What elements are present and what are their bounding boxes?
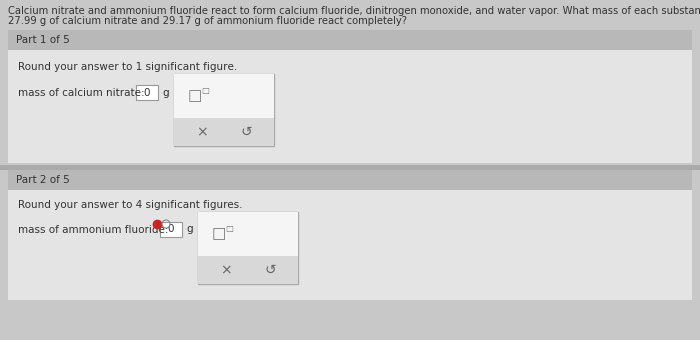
Text: 0: 0 [144,87,150,98]
Text: Round your answer to 1 significant figurе.: Round your answer to 1 significant figur… [18,62,237,72]
Text: □: □ [201,86,209,96]
Bar [0,165,700,170]
Bar [8,170,692,300]
Bar [174,74,274,146]
Bar [8,170,692,190]
Bar [136,85,158,100]
Text: Calcium nitrate and ammonium fluoride react to form calcium fluoride, dinitrogen: Calcium nitrate and ammonium fluoride re… [8,6,700,16]
Bar [174,74,274,118]
Text: Round your answer to 4 significant figures.: Round your answer to 4 significant figur… [18,200,242,210]
Text: 0: 0 [168,224,174,235]
Bar [198,212,298,256]
Text: ×: × [220,263,232,277]
Text: □: □ [188,88,202,103]
Bar [8,30,692,50]
Text: □: □ [212,226,226,241]
Text: ×: × [196,125,208,139]
Text: ↺: ↺ [264,263,276,277]
Bar [198,256,298,284]
Text: g: g [162,87,169,98]
Text: □: □ [225,224,233,234]
Bar [174,118,274,146]
Text: 27.99 g of calcium nitrate and 29.17 g of ammonium fluoride react completely?: 27.99 g of calcium nitrate and 29.17 g o… [8,16,407,26]
Bar [8,30,692,163]
Text: g: g [186,224,193,235]
Text: Part 1 of 5: Part 1 of 5 [16,35,70,45]
Text: mass of ammonium fluoride:: mass of ammonium fluoride: [18,225,169,235]
Text: Part 2 of 5: Part 2 of 5 [16,175,70,185]
Text: mass of calcium nitrate:: mass of calcium nitrate: [18,88,145,98]
Text: ↺: ↺ [240,125,252,139]
Bar [160,222,182,237]
Bar [198,212,298,284]
